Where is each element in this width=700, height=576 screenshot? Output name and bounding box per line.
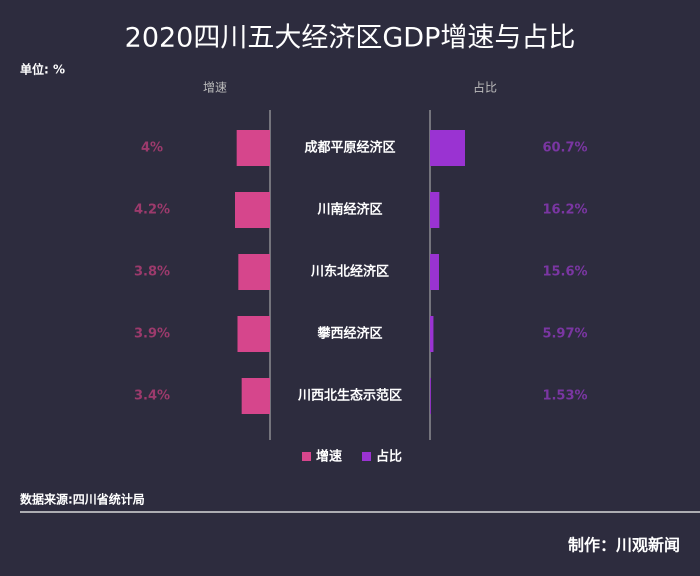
category-label: 川南经济区 <box>316 202 382 218</box>
bar <box>430 378 431 414</box>
category-label: 攀西经济区 <box>316 326 382 342</box>
chart-title: 2020四川五大经济区GDP增速与占比 <box>125 23 576 54</box>
bar <box>430 254 439 290</box>
value-label: 3.4% <box>134 389 170 404</box>
legend-swatch <box>302 452 311 461</box>
value-label: 4.2% <box>134 203 170 218</box>
legend-label: 增速 <box>316 449 342 465</box>
panel-header: 占比 <box>473 80 497 95</box>
value-label: 1.53% <box>542 389 587 404</box>
bar <box>430 192 440 228</box>
value-label: 5.97% <box>542 327 587 342</box>
bar <box>238 254 270 290</box>
unit-label: 单位: % <box>20 62 65 77</box>
category-label: 川东北经济区 <box>310 264 389 280</box>
value-label: 60.7% <box>542 141 587 156</box>
category-label: 川西北生态示范区 <box>297 388 402 404</box>
panel-header: 增速 <box>203 81 227 95</box>
value-label: 16.2% <box>542 203 587 218</box>
value-label: 3.8% <box>134 265 170 280</box>
value-label: 3.9% <box>134 327 170 342</box>
bar <box>430 130 465 166</box>
legend-label: 占比 <box>376 449 402 465</box>
bar <box>236 130 270 166</box>
value-label: 4% <box>141 141 163 156</box>
source: 数据来源:四川省统计局 <box>20 492 145 507</box>
bar <box>237 316 270 352</box>
legend-swatch <box>362 452 371 461</box>
bar <box>241 378 270 414</box>
credit: 制作：川观新闻 <box>568 536 680 555</box>
bar <box>430 316 434 352</box>
category-label: 成都平原经济区 <box>304 140 395 156</box>
bar <box>235 192 270 228</box>
value-label: 15.6% <box>542 265 587 280</box>
